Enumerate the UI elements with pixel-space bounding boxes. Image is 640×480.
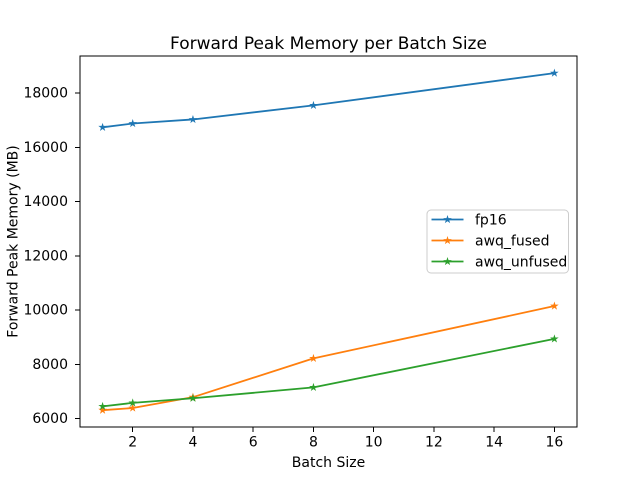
series-line-awq_fused xyxy=(101,305,556,412)
series-marker-awq_fused xyxy=(128,403,137,412)
legend-item-awq-fused: awq_fused xyxy=(431,234,550,250)
series-marker-awq_unfused xyxy=(309,382,318,392)
series-marker-awq_unfused xyxy=(98,401,107,411)
series-marker-fp16 xyxy=(309,100,318,109)
series-marker-awq_unfused xyxy=(550,334,559,343)
y-tick-label: 14000 xyxy=(23,194,68,210)
legend-label: fp16 xyxy=(475,213,507,229)
plot-area xyxy=(79,55,578,428)
series-marker-fp16 xyxy=(128,119,137,128)
series-marker-awq_fused xyxy=(309,353,318,363)
legend-label: awq_fused xyxy=(475,234,550,250)
x-axis-label: Batch Size xyxy=(292,455,365,471)
x-axis-ticks: 2 4 6 8 10 12 14 16 xyxy=(128,427,563,451)
x-tick-label: 14 xyxy=(485,435,503,451)
series-line-fp16 xyxy=(101,72,556,129)
x-tick-label: 12 xyxy=(425,435,443,451)
legend-label: awq_unfused xyxy=(475,255,567,271)
x-tick-label: 16 xyxy=(545,435,563,451)
series-marker-fp16 xyxy=(188,114,198,124)
chart-title: Forward Peak Memory per Batch Size xyxy=(170,34,487,54)
series-line-awq_unfused xyxy=(101,337,556,408)
legend-star-icon xyxy=(443,215,452,224)
x-tick-label: 4 xyxy=(188,435,197,451)
x-tick-label: 10 xyxy=(365,435,383,451)
legend: fp16 awq_fused awq_unfused xyxy=(426,209,569,274)
legend-star-icon xyxy=(443,257,452,266)
x-tick-label: 2 xyxy=(128,435,137,451)
series-marker-fp16 xyxy=(98,122,107,131)
legend-item-fp16: fp16 xyxy=(431,213,507,229)
x-tick-label: 8 xyxy=(309,435,318,451)
y-axis-ticks: 6000 8000 10000 12000 14000 16000 18000 xyxy=(23,86,80,427)
y-axis-label: Forward Peak Memory (MB) xyxy=(6,145,22,337)
legend-item-awq-unfused: awq_unfused xyxy=(431,255,567,271)
y-tick-label: 8000 xyxy=(32,357,68,373)
series-marker-awq_fused xyxy=(98,405,107,414)
x-tick-label: 6 xyxy=(249,435,258,451)
y-tick-label: 16000 xyxy=(23,140,68,156)
y-tick-label: 6000 xyxy=(32,411,68,427)
legend-box xyxy=(426,209,569,274)
y-tick-label: 10000 xyxy=(23,303,68,319)
series-marker-awq_unfused xyxy=(188,393,198,402)
legend-star-icon xyxy=(443,236,452,245)
series-marker-fp16 xyxy=(550,68,559,77)
y-tick-label: 12000 xyxy=(23,248,68,264)
series-marker-awq_fused xyxy=(550,301,559,310)
plot-series xyxy=(98,68,559,414)
series-marker-awq_unfused xyxy=(128,398,137,407)
y-tick-label: 18000 xyxy=(23,86,68,102)
